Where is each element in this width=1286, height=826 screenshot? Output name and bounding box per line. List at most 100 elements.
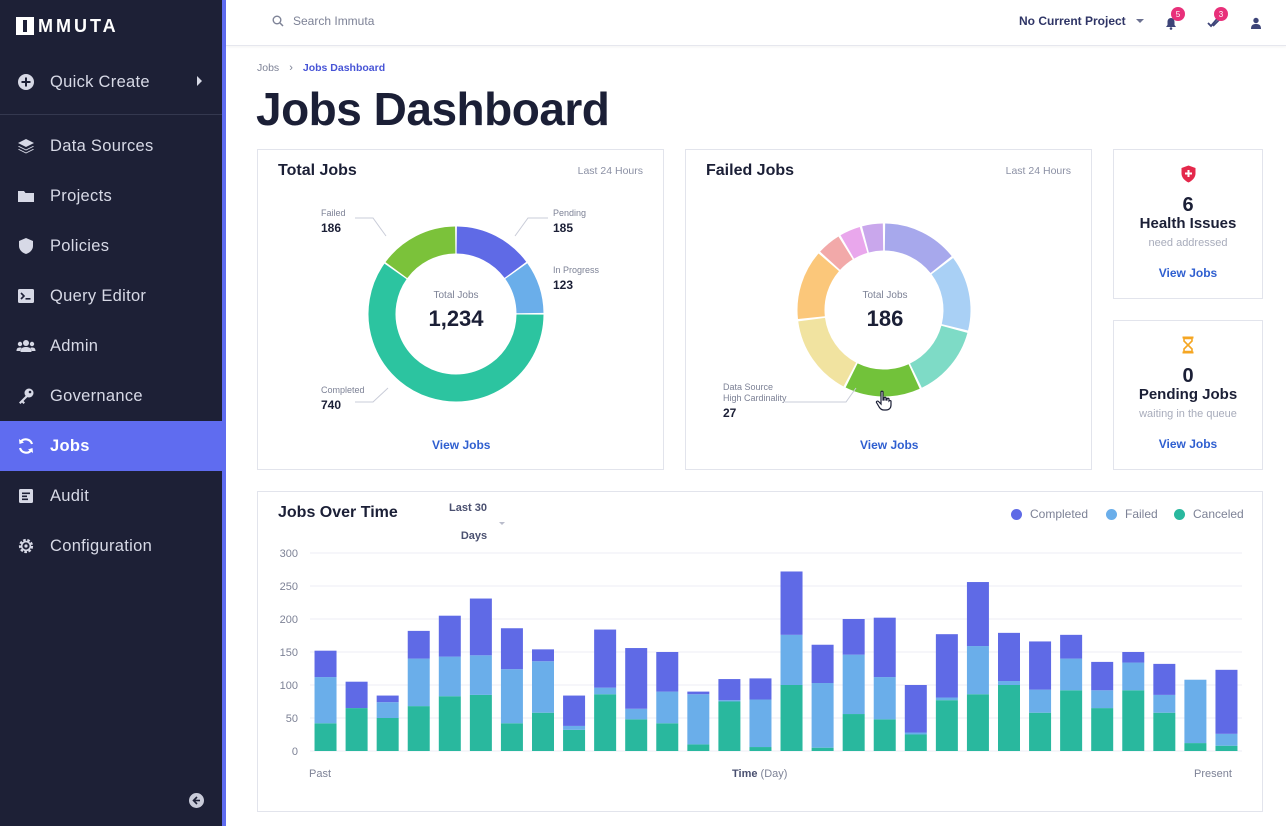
bar-canceled-day-19[interactable] xyxy=(873,719,896,751)
breadcrumb-jobs-link[interactable]: Jobs xyxy=(257,62,280,74)
bar-completed-day-3[interactable] xyxy=(376,695,399,703)
bar-failed-day-22[interactable] xyxy=(966,646,989,695)
sidebar-item-admin[interactable]: Admin xyxy=(0,321,222,371)
bar-completed-day-16[interactable] xyxy=(780,571,803,635)
donut-segment-pending[interactable] xyxy=(456,226,527,279)
bar-canceled-day-27[interactable] xyxy=(1122,690,1145,751)
bar-failed-day-16[interactable] xyxy=(780,634,803,685)
bar-completed-day-10[interactable] xyxy=(594,629,617,688)
bar-completed-day-30[interactable] xyxy=(1215,669,1238,734)
sidebar-item-audit[interactable]: Audit xyxy=(0,471,222,521)
bar-completed-day-13[interactable] xyxy=(687,691,710,695)
bar-completed-day-7[interactable] xyxy=(500,628,523,670)
bar-canceled-day-10[interactable] xyxy=(594,694,617,751)
bar-failed-day-21[interactable] xyxy=(935,697,958,701)
donut-segment-1[interactable] xyxy=(931,257,971,331)
view-jobs-link[interactable]: View Jobs xyxy=(860,438,919,452)
bar-completed-day-20[interactable] xyxy=(904,685,927,733)
view-jobs-link[interactable]: View Jobs xyxy=(1158,266,1218,280)
bar-failed-day-13[interactable] xyxy=(687,694,710,745)
sidebar-item-governance[interactable]: Governance xyxy=(0,371,222,421)
donut-segment-completed[interactable] xyxy=(368,263,544,402)
view-jobs-link[interactable]: View Jobs xyxy=(1158,437,1218,451)
bar-failed-day-29[interactable] xyxy=(1184,679,1207,744)
bar-failed-day-1[interactable] xyxy=(314,677,337,724)
legend-item-failed[interactable]: Failed xyxy=(1106,507,1158,521)
legend-item-canceled[interactable]: Canceled xyxy=(1174,507,1244,521)
bar-canceled-day-17[interactable] xyxy=(811,747,834,751)
bar-completed-day-19[interactable] xyxy=(873,617,896,678)
bar-canceled-day-23[interactable] xyxy=(998,685,1020,751)
donut-segment-6[interactable] xyxy=(820,236,854,271)
bar-canceled-day-29[interactable] xyxy=(1184,743,1207,751)
donut-segment-in-progress[interactable] xyxy=(504,263,544,314)
bar-completed-day-26[interactable] xyxy=(1091,661,1114,691)
bar-failed-day-9[interactable] xyxy=(563,725,586,730)
bar-completed-day-4[interactable] xyxy=(407,630,430,659)
bar-completed-day-15[interactable] xyxy=(749,678,772,700)
donut-segment-3[interactable] xyxy=(845,363,920,397)
sidebar-item-policies[interactable]: Policies xyxy=(0,221,222,271)
bar-failed-day-3[interactable] xyxy=(376,702,399,718)
bar-completed-day-18[interactable] xyxy=(842,619,865,655)
immuta-logo[interactable]: MMUTA xyxy=(16,16,119,36)
user-menu-button[interactable] xyxy=(1247,14,1265,32)
bar-canceled-day-8[interactable] xyxy=(532,712,554,751)
bar-failed-day-19[interactable] xyxy=(873,677,896,720)
bar-canceled-day-14[interactable] xyxy=(718,701,741,752)
sidebar-item-data-sources[interactable]: Data Sources xyxy=(0,121,222,171)
bar-canceled-day-4[interactable] xyxy=(407,706,430,751)
bar-failed-day-25[interactable] xyxy=(1060,658,1083,691)
bar-canceled-day-3[interactable] xyxy=(376,718,399,751)
bar-canceled-day-25[interactable] xyxy=(1060,690,1083,751)
bar-completed-day-5[interactable] xyxy=(438,615,461,657)
project-select[interactable]: No Current Project xyxy=(1019,14,1144,28)
bar-canceled-day-16[interactable] xyxy=(780,685,803,751)
donut-segment-failed[interactable] xyxy=(385,226,456,279)
legend-item-completed[interactable]: Completed xyxy=(1011,507,1088,521)
bar-failed-day-5[interactable] xyxy=(438,656,461,697)
bar-completed-day-17[interactable] xyxy=(811,644,834,684)
bar-failed-day-8[interactable] xyxy=(532,661,554,713)
bar-completed-day-2[interactable] xyxy=(345,681,368,709)
bar-completed-day-22[interactable] xyxy=(966,582,989,647)
tasks-button[interactable]: 3 xyxy=(1205,7,1228,32)
bar-failed-day-15[interactable] xyxy=(749,699,772,748)
bar-canceled-day-9[interactable] xyxy=(563,729,586,751)
bar-canceled-day-21[interactable] xyxy=(935,700,958,751)
bar-failed-day-12[interactable] xyxy=(656,691,679,724)
bar-failed-day-4[interactable] xyxy=(407,658,430,707)
collapse-sidebar-button[interactable] xyxy=(189,793,204,808)
bar-canceled-day-30[interactable] xyxy=(1215,745,1238,751)
bar-canceled-day-26[interactable] xyxy=(1091,708,1114,751)
view-jobs-link[interactable]: View Jobs xyxy=(432,438,491,452)
bar-canceled-day-2[interactable] xyxy=(345,708,368,751)
donut-segment-7[interactable] xyxy=(840,226,868,259)
bar-completed-day-28[interactable] xyxy=(1153,663,1176,695)
bar-failed-day-14[interactable] xyxy=(718,700,741,702)
donut-segment-5[interactable] xyxy=(797,253,840,320)
bar-completed-day-25[interactable] xyxy=(1060,634,1083,659)
bar-completed-day-1[interactable] xyxy=(314,650,337,678)
bar-completed-day-27[interactable] xyxy=(1122,652,1145,663)
bar-canceled-day-22[interactable] xyxy=(966,694,989,751)
donut-segment-4[interactable] xyxy=(798,317,857,387)
bar-failed-day-28[interactable] xyxy=(1153,694,1176,713)
bar-canceled-day-28[interactable] xyxy=(1153,712,1176,751)
donut-segment-2[interactable] xyxy=(909,325,968,388)
bar-canceled-day-15[interactable] xyxy=(749,747,772,751)
bar-canceled-day-11[interactable] xyxy=(625,719,648,751)
bar-canceled-day-5[interactable] xyxy=(438,696,461,751)
bar-completed-day-14[interactable] xyxy=(718,679,741,701)
bar-failed-day-26[interactable] xyxy=(1091,690,1114,709)
sidebar-item-query-editor[interactable]: Query Editor xyxy=(0,271,222,321)
bar-failed-day-10[interactable] xyxy=(594,687,617,695)
bar-completed-day-9[interactable] xyxy=(563,695,586,726)
bar-canceled-day-7[interactable] xyxy=(500,723,523,751)
bar-failed-day-30[interactable] xyxy=(1215,733,1238,746)
bar-completed-day-6[interactable] xyxy=(469,598,492,656)
bar-failed-day-20[interactable] xyxy=(904,732,927,735)
bar-failed-day-24[interactable] xyxy=(1029,689,1052,713)
bar-completed-day-8[interactable] xyxy=(532,649,554,662)
sidebar-item-jobs[interactable]: Jobs xyxy=(0,421,222,471)
